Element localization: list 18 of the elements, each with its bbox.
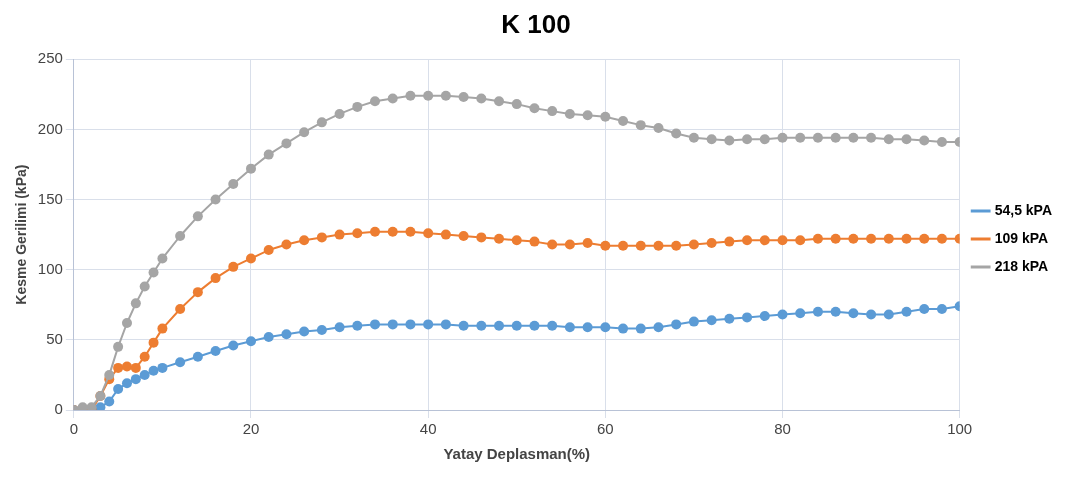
y-axis-title: Kesme Gerilimi (kPa) — [13, 164, 30, 305]
legend-label: 218 kPA — [994, 257, 1049, 274]
y-tick-label: 200 — [37, 119, 63, 137]
y-tick-label: 100 — [37, 259, 63, 277]
chart-title: K 100 — [501, 8, 571, 39]
x-axis-title: Yatay Deplasman(%) — [443, 445, 591, 463]
legend-label: 109 kPA — [994, 229, 1049, 246]
x-tick-label: 40 — [419, 420, 437, 438]
x-tick-label: 0 — [69, 420, 78, 438]
y-tick-label: 0 — [54, 400, 63, 418]
legend-label: 54,5 kPA — [994, 201, 1053, 218]
y-tick-label: 250 — [37, 49, 63, 67]
x-tick-label: 80 — [774, 420, 791, 438]
y-tick-label: 50 — [46, 329, 63, 347]
x-tick-label: 60 — [596, 420, 614, 438]
x-tick-label: 100 — [947, 420, 973, 438]
y-tick-label: 150 — [37, 189, 63, 207]
x-tick-label: 20 — [242, 420, 260, 438]
